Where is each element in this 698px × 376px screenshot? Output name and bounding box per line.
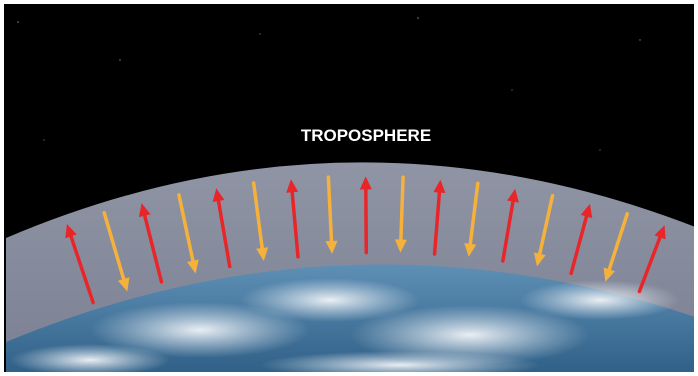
earth-clouds bbox=[10, 278, 680, 376]
stars bbox=[17, 17, 641, 151]
arrow-up-icon bbox=[637, 225, 666, 294]
arrow-down-icon bbox=[464, 181, 480, 257]
arrow-up-icon bbox=[286, 179, 300, 259]
troposphere-label: TROPOSPHERE bbox=[301, 126, 431, 145]
arrow-up-icon bbox=[138, 203, 164, 284]
arrow-up-icon bbox=[65, 224, 95, 305]
arrow-down-icon bbox=[533, 193, 555, 267]
arrow-up-icon bbox=[501, 188, 519, 263]
arrow-down-icon bbox=[177, 193, 199, 274]
arrow-down-icon bbox=[251, 181, 269, 261]
arrow-up-icon bbox=[212, 188, 232, 269]
arrow-up-icon bbox=[359, 176, 372, 255]
arrow-down-icon bbox=[603, 212, 629, 282]
arrows-group bbox=[65, 175, 666, 305]
arrow-down-icon bbox=[325, 175, 338, 254]
arrow-down-icon bbox=[394, 175, 407, 253]
arrow-up-icon bbox=[432, 179, 446, 256]
arrow-up-icon bbox=[569, 203, 593, 276]
arrow-down-icon bbox=[102, 211, 130, 292]
